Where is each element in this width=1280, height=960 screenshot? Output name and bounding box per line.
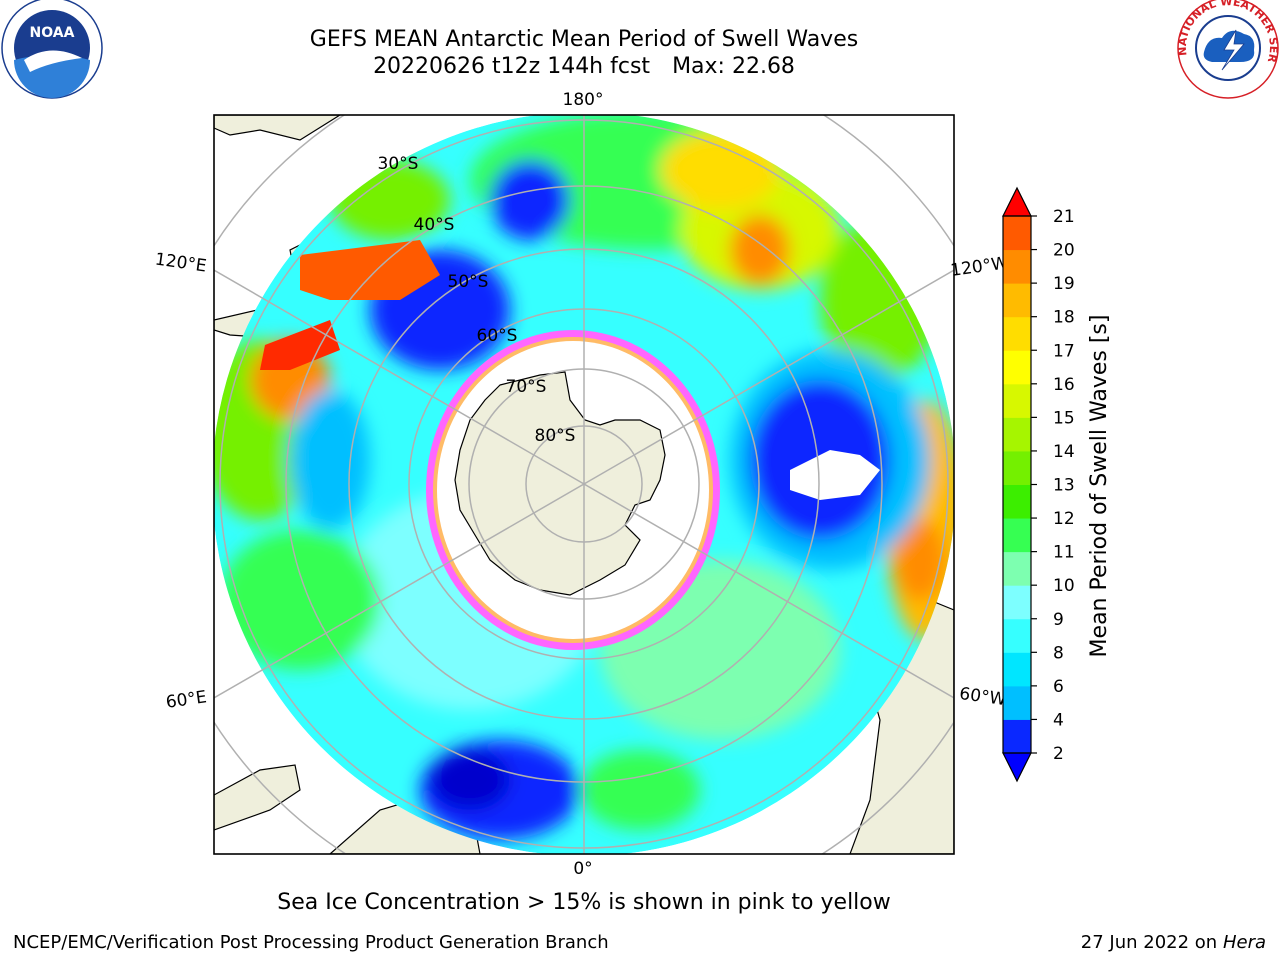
colorbar-tick-label: 19 [1053,274,1075,294]
lat-label-60s: 60°S [477,326,518,346]
colorbar-segment [1003,652,1031,687]
graticule [214,115,954,854]
colorbar: 2 4 6 8 9 10 11 12 13 14 15 16 17 18 19 20 21 Mean Perio… [1002,186,1112,783]
colorbar-tick-label: 18 [1053,308,1075,328]
colorbar-tick-label: 12 [1053,509,1075,529]
colorbar-tick-label: 15 [1053,408,1075,428]
lon-label-120w: 120°W [949,253,1009,281]
colorbar-tick-label: 6 [1053,677,1064,697]
colorbar-tick-label: 17 [1053,341,1075,361]
nws-logo-ring-text: NATIONAL WEATHER SERVICE [0,0,1280,64]
colorbar-segment [1003,350,1031,385]
colorbar-segment [1003,551,1031,586]
colorbar-tick-label: 21 [1053,207,1075,227]
colorbar-tick-label: 4 [1053,710,1064,730]
colorbar-segment [1003,518,1031,553]
max-value: Max: 22.68 [672,54,795,79]
colorbar-segment [1003,719,1031,754]
colorbar-tick-label: 2 [1053,744,1064,764]
colorbar-tick-label: 13 [1053,476,1075,496]
colorbar-over-arrow [1002,186,1032,217]
colorbar-segment [1003,484,1031,519]
lat-label-80s: 80°S [535,426,576,446]
colorbar-under-arrow [1002,752,1032,783]
colorbar-segment [1003,283,1031,318]
map-title: GEFS MEAN Antarctic Mean Period of Swell… [309,27,859,52]
map-subtitle: 20220626 t12z 144h fcst Max: 22.68 [0,53,1168,81]
svg-text:NATIONAL WEATHER SERVICE: NATIONAL WEATHER SERVICE [0,0,1280,64]
colorbar-segment [1003,417,1031,452]
colorbar-segments [1003,216,1031,754]
colorbar-ticks: 2 4 6 8 9 10 11 12 13 14 15 16 17 18 19 20 21 [1031,207,1075,764]
lat-label-70s: 70°S [506,377,547,397]
colorbar-tick-label: 9 [1053,610,1064,630]
lon-label-0: 0° [573,859,592,879]
lat-label-40s: 40°S [414,215,455,235]
colorbar-tick-label: 16 [1053,375,1075,395]
colorbar-label: Mean Period of Swell Waves [s] [1087,315,1112,658]
colorbar-segment [1003,383,1031,418]
colorbar-segment [1003,316,1031,351]
colorbar-segment [1003,249,1031,284]
run-date-text: 27 Jun 2022 on [1080,932,1218,953]
colorbar-segment [1003,618,1031,653]
map-area[interactable] [144,40,1024,930]
noaa-logo: NOAA [1,0,103,99]
colorbar-tick-label: 10 [1053,576,1075,596]
latitude-labels: 30°S 40°S 50°S 60°S 70°S 80°S [378,154,576,446]
map-frame [213,114,955,855]
noaa-logo-text: NOAA [30,25,75,41]
colorbar-segment [1003,585,1031,620]
sea-ice-caption: Sea Ice Concentration > 15% is shown in … [277,890,891,915]
nws-logo: NATIONAL WEATHER SERVICE [0,0,1280,99]
colorbar-segment [1003,216,1031,251]
lat-label-50s: 50°S [448,272,489,292]
lon-label-60w: 60°W [958,684,1007,710]
lat-label-30s: 30°S [378,154,419,174]
forecast-run: 20220626 t12z 144h fcst [373,54,651,79]
run-date: 27 Jun 2022 on Hera [1081,932,1266,953]
colorbar-tick-label: 20 [1053,241,1075,261]
colorbar-tick-label: 8 [1053,643,1064,663]
lon-label-180: 180° [563,90,604,110]
host-name: Hera [1222,932,1266,953]
lon-label-60e: 60°E [165,687,208,712]
colorbar-segment [1003,450,1031,485]
colorbar-tick-label: 14 [1053,442,1075,462]
colorbar-tick-label: 11 [1053,543,1075,563]
credit-text: NCEP/EMC/Verification Post Processing Pr… [13,932,609,953]
antarctica-landmass [454,371,666,596]
colorbar-segment [1003,685,1031,720]
lon-label-120e: 120°E [154,250,208,277]
